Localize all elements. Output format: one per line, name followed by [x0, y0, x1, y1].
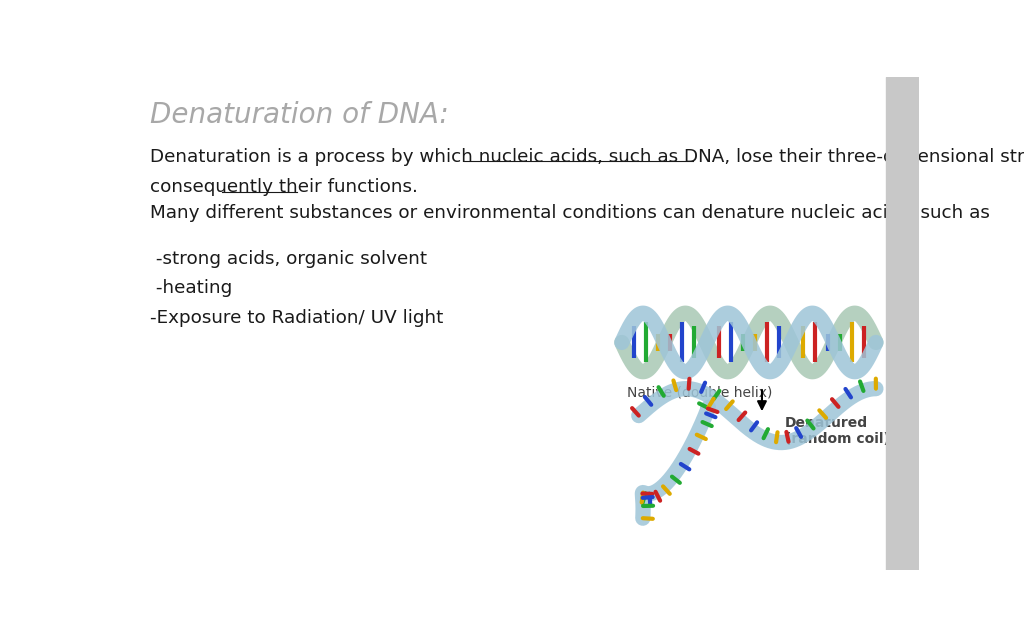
Bar: [886, 77, 920, 570]
Text: Denaturation is a process by which nucleic acids, such as DNA, lose their three-: Denaturation is a process by which nucle…: [150, 148, 1024, 166]
Text: Many different substances or environmental conditions can denature nucleic acids: Many different substances or environment…: [150, 204, 989, 222]
Text: Denaturation of DNA:: Denaturation of DNA:: [150, 101, 449, 129]
Text: Native (double helix): Native (double helix): [628, 385, 772, 399]
Text: -strong acids, organic solvent: -strong acids, organic solvent: [150, 250, 427, 268]
Text: -heating: -heating: [150, 279, 232, 298]
Text: consequently their functions.: consequently their functions.: [150, 179, 418, 196]
Text: Denatured
(random coil): Denatured (random coil): [785, 415, 890, 446]
Text: -Exposure to Radiation/ UV light: -Exposure to Radiation/ UV light: [150, 308, 443, 326]
